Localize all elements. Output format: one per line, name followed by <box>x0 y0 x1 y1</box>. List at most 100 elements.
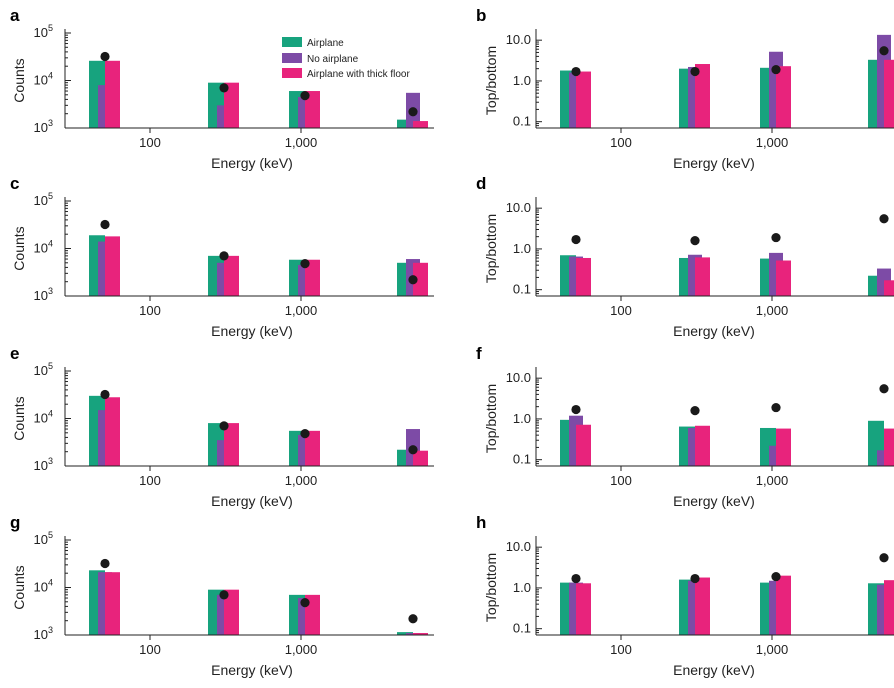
bar-e-airplane-with-thick-floor-2 <box>224 423 239 466</box>
legend: Airplane No airplane Airplane with thick f… <box>282 37 410 80</box>
y-tick-label: 0.1 <box>513 114 531 129</box>
legend-label-3: Airplane with thick floor <box>307 69 410 80</box>
y-tick-label: 10.0 <box>506 370 531 385</box>
y-tick-label: 0.1 <box>513 452 531 467</box>
bar-h-airplane-with-thick-floor-1 <box>576 583 591 635</box>
x-tick-label: 100 <box>610 303 632 318</box>
panel-letter-f: f <box>476 344 482 363</box>
marker-g-3 <box>300 598 310 608</box>
y-axis-title-e: Counts <box>11 396 27 440</box>
marker-b-1 <box>571 66 581 77</box>
y-tick-label: 1.0 <box>513 241 531 256</box>
panel-g: g 103 104 105 100 1,000 Energy (keV) Counts <box>10 513 434 678</box>
marker-a-1 <box>100 51 110 62</box>
bar-g-airplane-with-thick-floor-4 <box>413 633 428 635</box>
marker-d-4 <box>879 214 889 224</box>
bar-f-airplane-with-thick-floor-2 <box>695 425 710 466</box>
marker-d-2 <box>690 236 700 246</box>
marker-e-4 <box>408 445 418 455</box>
y-tick-label: 105 <box>34 530 53 547</box>
bar-d-airplane-with-thick-floor-4 <box>884 280 894 296</box>
bar-c-airplane-with-thick-floor-4 <box>413 262 428 296</box>
y-tick-label: 104 <box>34 578 53 595</box>
panel-letter-d: d <box>476 174 486 193</box>
x-tick-label: 1,000 <box>285 135 318 150</box>
marker-b-2 <box>690 66 700 77</box>
x-tick-label: 100 <box>139 473 161 488</box>
marker-b-3 <box>771 64 781 75</box>
panel-letter-e: e <box>10 344 19 363</box>
y-axis-title-f: Top/bottom <box>483 384 499 453</box>
bar-f-airplane-with-thick-floor-1 <box>576 424 591 466</box>
marker-b-4 <box>879 46 889 56</box>
legend-swatch-2 <box>282 53 302 63</box>
bar-d-airplane-with-thick-floor-3 <box>776 260 791 296</box>
panel-letter-c: c <box>10 174 19 193</box>
marker-a-4 <box>408 107 418 117</box>
bar-d-airplane-with-thick-floor-1 <box>576 257 591 296</box>
x-axis-title-h: Energy (keV) <box>673 662 755 678</box>
bar-b-airplane-with-thick-floor-4 <box>884 59 894 128</box>
marker-g-4 <box>408 614 418 624</box>
bar-d-airplane-with-thick-floor-2 <box>695 257 710 296</box>
legend-swatch-1 <box>282 37 302 47</box>
bar-b-airplane-with-thick-floor-2 <box>695 64 710 128</box>
y-tick-label: 105 <box>34 191 53 208</box>
marker-c-1 <box>100 219 110 230</box>
marker-h-1 <box>571 573 581 584</box>
bar-a-airplane-4 <box>397 119 413 128</box>
x-tick-label: 1,000 <box>756 135 789 150</box>
panel-e: e 103 104 105 100 1,000 Energy (keV) Counts <box>10 344 434 509</box>
bar-f-airplane-with-thick-floor-4 <box>884 428 894 466</box>
marker-g-1 <box>100 558 110 569</box>
marker-c-3 <box>300 259 310 269</box>
y-tick-label: 104 <box>34 239 53 256</box>
y-tick-label: 105 <box>34 23 53 40</box>
y-tick-label: 105 <box>34 361 53 378</box>
panel-letter-b: b <box>476 6 486 25</box>
legend-label-1: Airplane <box>307 38 344 49</box>
bar-c-airplane-with-thick-floor-1 <box>105 236 120 296</box>
x-tick-label: 100 <box>610 135 632 150</box>
panel-letter-a: a <box>10 6 20 25</box>
y-tick-label: 10.0 <box>506 200 531 215</box>
x-tick-label: 100 <box>139 642 161 657</box>
marker-f-3 <box>771 402 781 413</box>
marker-a-2 <box>219 83 229 93</box>
marker-f-1 <box>571 404 581 415</box>
marker-d-3 <box>771 232 781 243</box>
marker-g-2 <box>219 590 229 600</box>
bar-a-airplane-with-thick-floor-4 <box>413 121 428 128</box>
marker-h-2 <box>690 573 700 584</box>
y-tick-label: 1.0 <box>513 580 531 595</box>
marker-h-3 <box>771 571 781 582</box>
marker-f-2 <box>690 406 700 416</box>
x-tick-label: 1,000 <box>285 642 318 657</box>
x-axis-title-c: Energy (keV) <box>211 323 293 339</box>
x-axis-title-a: Energy (keV) <box>211 155 293 171</box>
y-axis-title-h: Top/bottom <box>483 553 499 622</box>
y-tick-label: 103 <box>34 625 53 642</box>
y-tick-label: 10.0 <box>506 32 531 47</box>
panel-c: c 103 104 105 100 1,000 Energy (keV) Counts <box>10 174 434 339</box>
bar-e-airplane-with-thick-floor-4 <box>413 450 428 466</box>
panel-letter-h: h <box>476 513 486 532</box>
y-tick-label: 0.1 <box>513 621 531 636</box>
legend-label-2: No airplane <box>307 54 359 65</box>
x-tick-label: 1,000 <box>756 303 789 318</box>
x-tick-label: 1,000 <box>285 473 318 488</box>
marker-f-4 <box>879 384 889 394</box>
bar-c-airplane-with-thick-floor-2 <box>224 255 239 296</box>
y-tick-label: 104 <box>34 71 53 88</box>
x-axis-title-b: Energy (keV) <box>673 155 755 171</box>
marker-a-3 <box>300 91 310 101</box>
y-tick-label: 1.0 <box>513 411 531 426</box>
bar-b-airplane-with-thick-floor-3 <box>776 66 791 128</box>
bar-c-airplane-with-thick-floor-3 <box>305 259 320 296</box>
bar-h-airplane-with-thick-floor-3 <box>776 575 791 635</box>
marker-d-1 <box>571 234 581 245</box>
